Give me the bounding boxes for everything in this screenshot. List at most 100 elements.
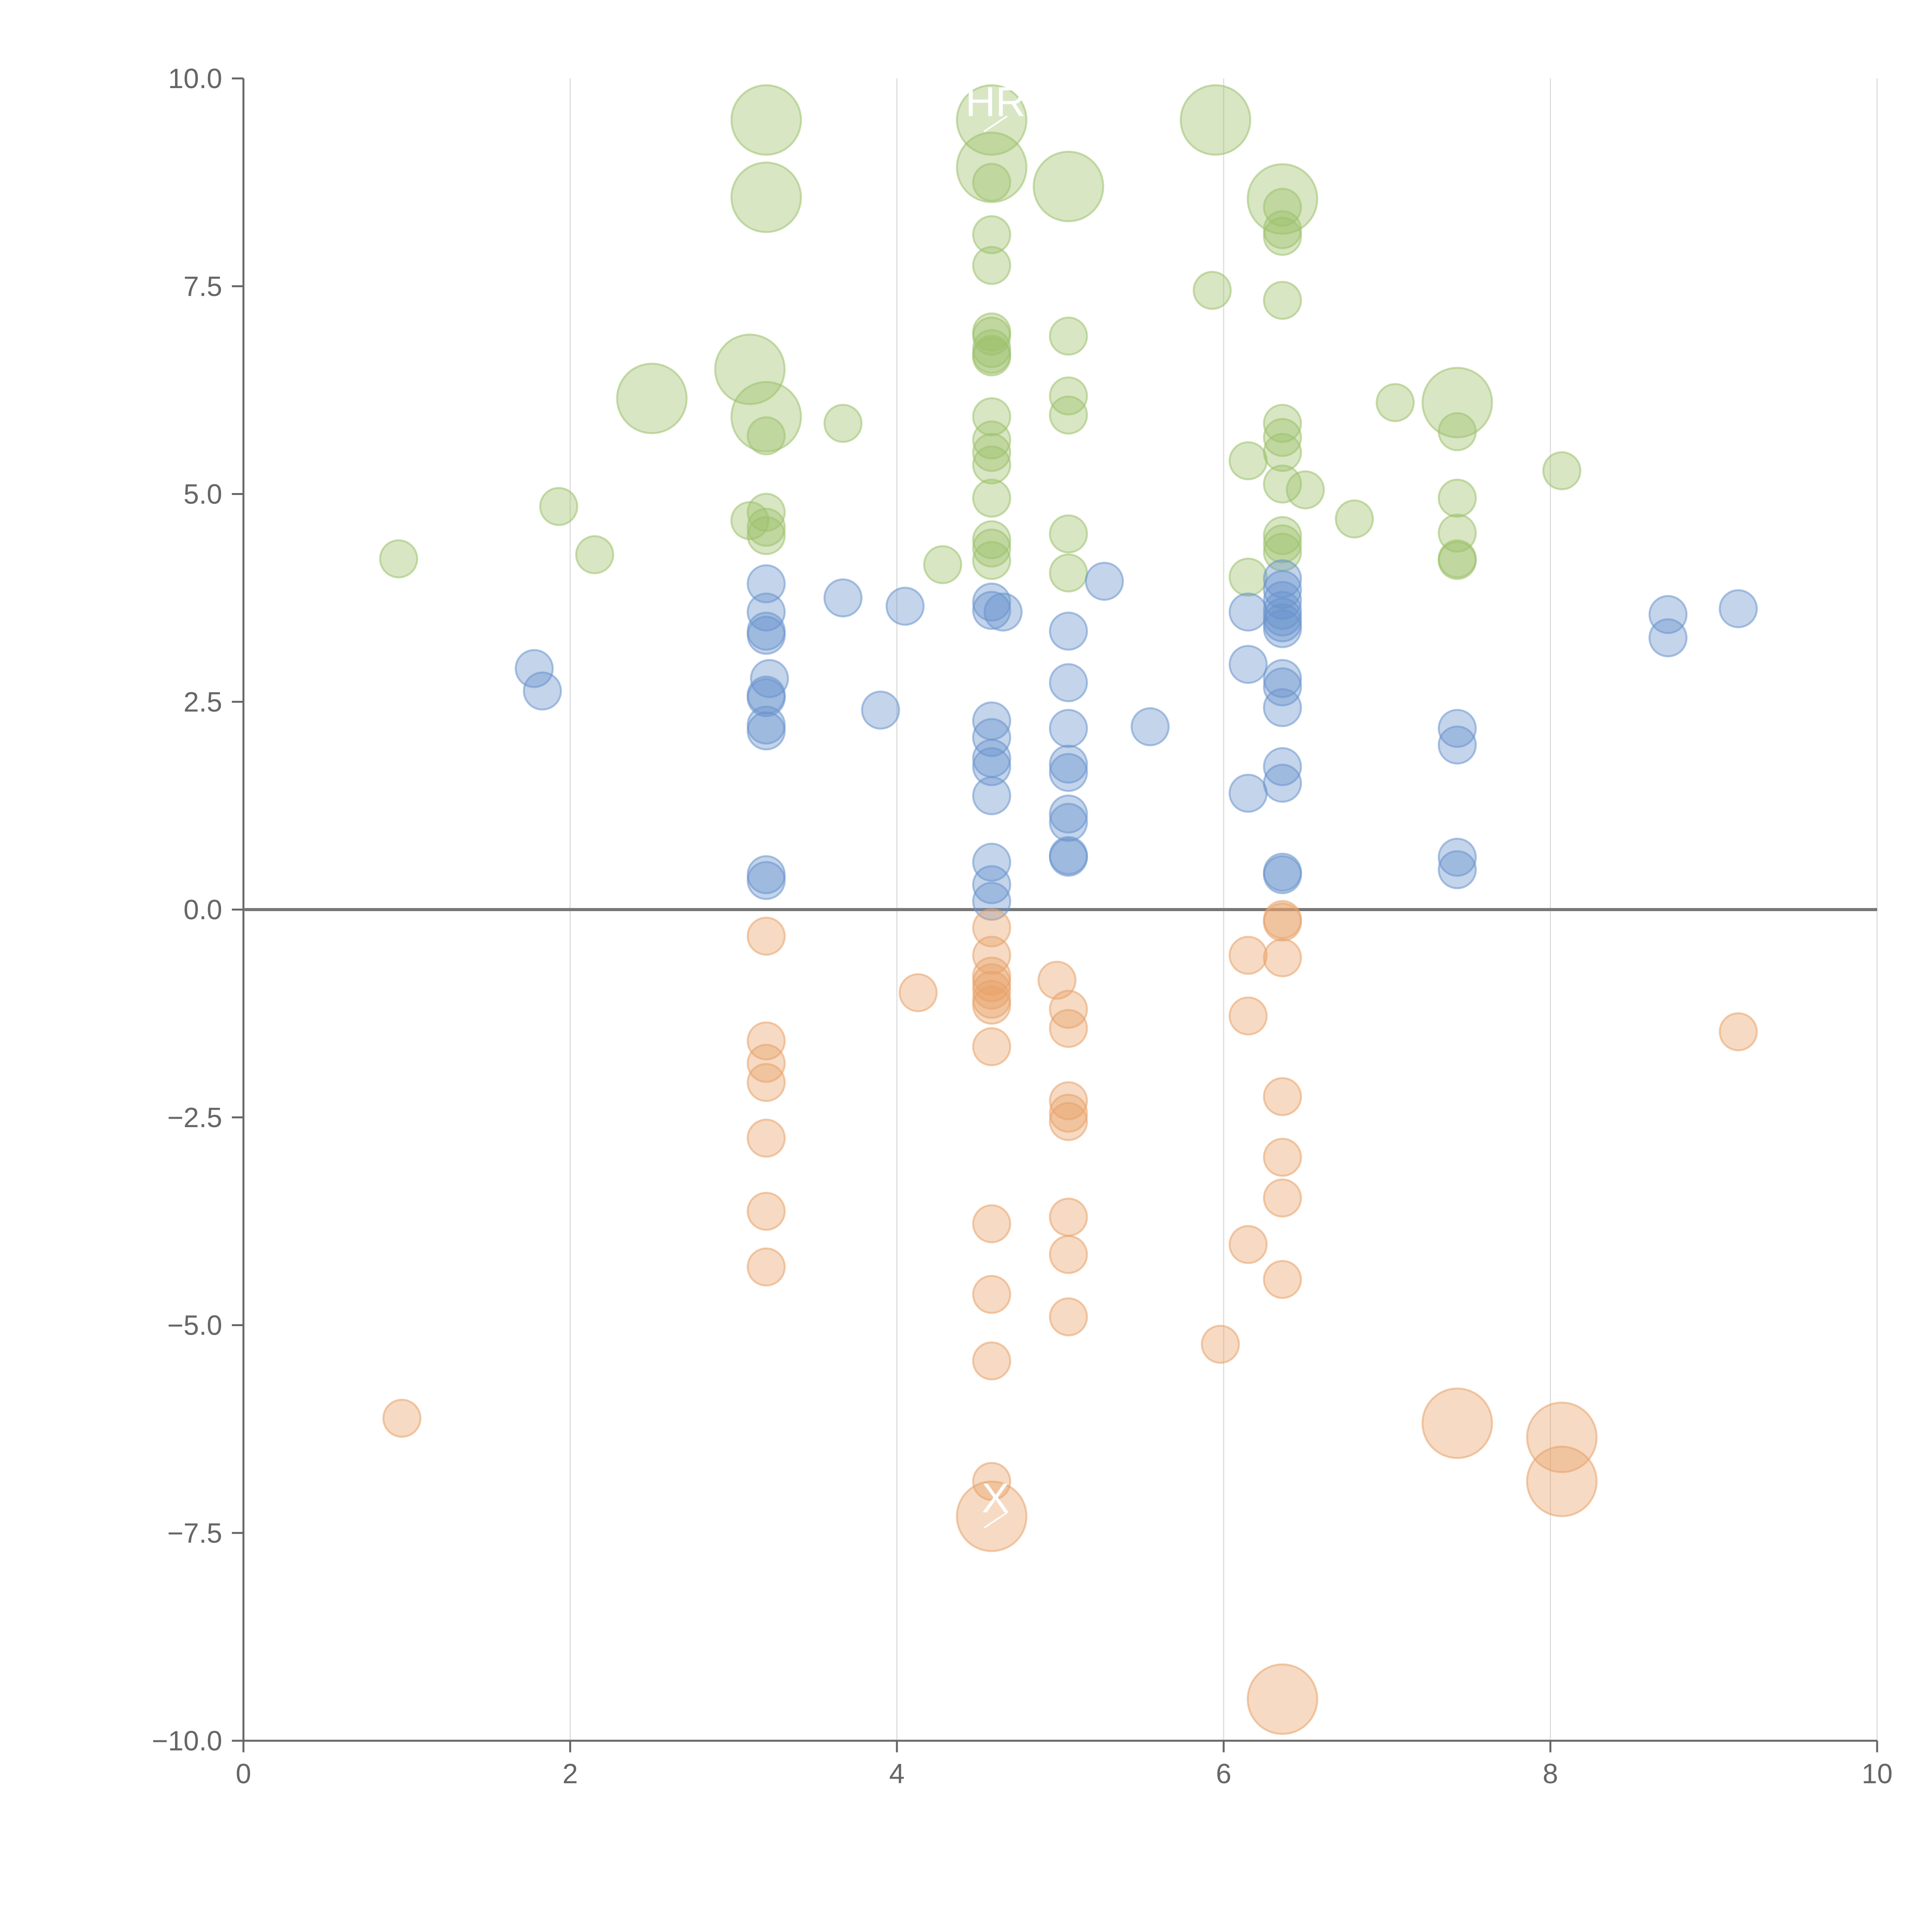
data-point [885, 587, 925, 626]
data-point [747, 516, 786, 555]
data-point [382, 1398, 422, 1438]
data-point [1049, 1094, 1088, 1133]
x-tick-label: 0 [236, 1759, 251, 1789]
data-point [983, 592, 1023, 632]
data-point [1437, 725, 1477, 765]
data-point [1247, 1663, 1318, 1735]
data-point [823, 578, 863, 617]
data-point [1228, 1225, 1268, 1264]
data-point [972, 718, 1011, 757]
data-point [747, 1119, 786, 1158]
data-point [1049, 395, 1088, 435]
data-point [1263, 1178, 1302, 1218]
data-point [1648, 618, 1688, 658]
data-point [972, 591, 1011, 630]
data-point [972, 971, 1011, 1010]
data-point [972, 935, 1011, 975]
y-tick-label: 0.0 [184, 895, 222, 925]
data-point [1263, 659, 1302, 698]
data-point [972, 747, 1011, 786]
data-point [972, 1341, 1011, 1381]
data-point [1719, 589, 1758, 628]
data-point [1180, 84, 1252, 156]
data-point [1228, 935, 1268, 975]
data-point [1049, 753, 1088, 792]
data-point [1049, 1102, 1088, 1141]
y-tick-label: 2.5 [184, 687, 222, 718]
data-point [1228, 645, 1268, 684]
data-point [1263, 1138, 1302, 1177]
data-point [1049, 803, 1088, 842]
data-point [1049, 794, 1088, 834]
data-point [1247, 163, 1318, 235]
data-point [747, 1192, 786, 1231]
data-point [1263, 464, 1302, 504]
data-point [1263, 404, 1302, 443]
data-point [730, 84, 802, 156]
data-point [972, 541, 1011, 580]
axis-layer: 0 2 4 6 8 10 −10.0 −7.5 −5.0 −2.5 0.0 2.5 5.0 7.5 10.0 [152, 63, 1893, 1789]
data-point [1049, 1297, 1088, 1337]
data-point [1263, 902, 1302, 942]
data-point [972, 478, 1011, 518]
data-point [972, 433, 1011, 472]
data-point [515, 649, 554, 688]
data-point [747, 416, 786, 456]
data-point [972, 246, 1011, 285]
data-point [972, 1204, 1011, 1243]
data-point [1201, 1325, 1240, 1364]
data-point [823, 404, 863, 443]
data-point [1263, 570, 1302, 609]
data-point [956, 131, 1027, 203]
data-point [972, 881, 1011, 921]
data-point [1263, 688, 1302, 727]
data-point [1421, 1387, 1493, 1459]
data-point [1049, 611, 1088, 651]
data-point [1049, 316, 1088, 356]
data-point [1263, 217, 1302, 256]
data-point [1049, 709, 1088, 748]
data-point [1228, 558, 1268, 597]
data-point [1049, 1235, 1088, 1274]
data-point [1526, 1401, 1598, 1473]
data-point [1648, 595, 1688, 634]
data-point [1263, 524, 1302, 564]
data-point [1192, 271, 1232, 310]
data-point [972, 337, 1011, 377]
data-point [972, 776, 1011, 815]
data-point [972, 397, 1011, 436]
data-point [747, 678, 786, 717]
data-point [972, 908, 1011, 947]
data-point [1526, 1446, 1598, 1517]
data-point [1437, 478, 1477, 518]
data-point [972, 1275, 1011, 1314]
data-point [1131, 707, 1170, 747]
y-tick-label: −5.0 [167, 1310, 222, 1341]
data-point [1263, 581, 1302, 620]
y-tick-label: −7.5 [167, 1518, 222, 1549]
x-tick-label: 2 [563, 1759, 578, 1789]
data-point [1335, 499, 1374, 539]
data-point [972, 215, 1011, 254]
data-point [1263, 1077, 1302, 1116]
data-point [1286, 470, 1325, 510]
data-point [1228, 996, 1268, 1036]
data-point [972, 520, 1011, 560]
data-point [1263, 1260, 1302, 1299]
data-point [1421, 367, 1493, 439]
data-point [1049, 745, 1088, 784]
data-point [1263, 187, 1302, 227]
data-point [747, 508, 786, 547]
y-tick-label: −2.5 [167, 1102, 222, 1133]
data-point [1263, 667, 1302, 707]
data-point [972, 842, 1011, 882]
data-point [1437, 709, 1477, 748]
data-point [1719, 1012, 1758, 1051]
data-point [747, 1247, 786, 1287]
y-tick-label: 5.0 [184, 479, 222, 510]
data-point [539, 487, 578, 526]
data-point [972, 528, 1011, 568]
point-label: X [981, 1475, 1009, 1521]
